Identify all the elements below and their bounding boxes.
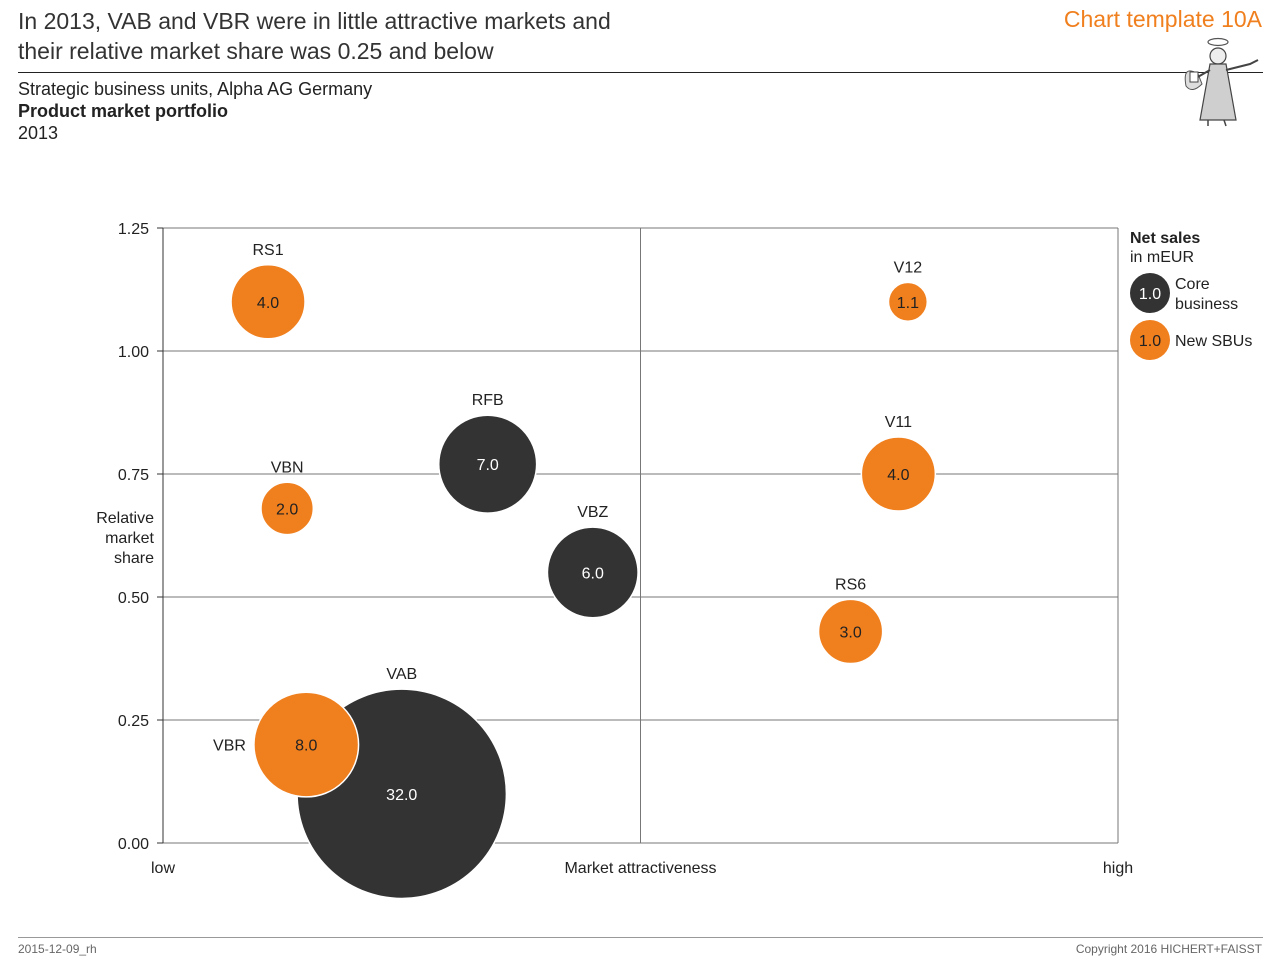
y-axis-label: market bbox=[105, 530, 154, 547]
bubble-value-vbz: 6.0 bbox=[582, 565, 604, 582]
y-tick-label: 1.00 bbox=[118, 344, 149, 361]
bubble-value-v12: 1.1 bbox=[897, 295, 919, 312]
headline-line-2: their relative market share was 0.25 and… bbox=[18, 38, 494, 64]
header-divider bbox=[18, 72, 1263, 73]
bubble-name-rfb: RFB bbox=[472, 392, 504, 409]
y-tick-label: 0.25 bbox=[118, 713, 149, 730]
bubble-value-vbr: 8.0 bbox=[295, 738, 317, 755]
chart-legend: Net sales in mEUR 1.0 Core business 1.0 New SB… bbox=[1130, 230, 1252, 360]
template-tag: Chart template 10A bbox=[1063, 6, 1262, 32]
y-tick-label: 0.50 bbox=[118, 590, 149, 607]
chart-headline: In 2013, VAB and VBR were in little attr… bbox=[18, 6, 718, 66]
footer-divider bbox=[18, 937, 1263, 938]
subtitle-entity: Strategic business units, Alpha AG Germa… bbox=[18, 79, 373, 99]
bubble-name-rs1: RS1 bbox=[252, 242, 283, 259]
subtitle-period: 2013 bbox=[18, 123, 59, 143]
bubble-rs6 bbox=[817, 598, 884, 665]
legend-sample-value: 1.0 bbox=[1139, 286, 1161, 303]
bubble-vbr bbox=[253, 691, 360, 798]
bubble-value-v11: 4.0 bbox=[887, 467, 909, 484]
y-tick-label: 0.75 bbox=[118, 467, 149, 484]
legend-sample-value: 1.0 bbox=[1139, 333, 1161, 350]
chart-grid bbox=[162, 227, 1119, 844]
legend-subtitle: in mEUR bbox=[1130, 249, 1194, 266]
headline-line-1: In 2013, VAB and VBR were in little attr… bbox=[18, 8, 611, 34]
footer-date-code: 2015-12-09_rh bbox=[18, 942, 97, 956]
y-axis-label: Relative bbox=[96, 510, 154, 527]
bubble-rs1 bbox=[230, 264, 306, 340]
bubble-name-vab: VAB bbox=[386, 666, 417, 683]
legend-label-new: New SBUs bbox=[1175, 333, 1252, 350]
bubble-value-vab: 32.0 bbox=[386, 787, 417, 804]
x-axis-label: Market attractiveness bbox=[564, 860, 716, 877]
y-tick-label: 1.25 bbox=[118, 221, 149, 238]
bubble-name-v11: V11 bbox=[885, 414, 912, 431]
subtitle-measure: Product market portfolio bbox=[18, 101, 229, 121]
angel-mascot-icon bbox=[1184, 37, 1259, 127]
bubble-name-v12: V12 bbox=[894, 259, 923, 276]
bubble-value-vbn: 2.0 bbox=[276, 501, 298, 518]
y-axis-label: share bbox=[114, 550, 154, 567]
bubble-v11 bbox=[860, 436, 937, 512]
legend-swatch-new bbox=[1130, 320, 1170, 360]
bubble-value-rfb: 7.0 bbox=[477, 457, 499, 474]
bubble-vbn bbox=[260, 481, 315, 536]
bubble-value-rs1: 4.0 bbox=[257, 295, 279, 312]
bubble-vbz bbox=[546, 526, 639, 619]
bubble-name-vbz: VBZ bbox=[577, 504, 608, 521]
x-tick-label-high: high bbox=[1103, 860, 1133, 877]
bubble-chart: 0.00 0.25 0.50 0.75 1.00 1.25 low high Market at… bbox=[96, 221, 1252, 900]
footer-copyright: Copyright 2016 HICHERT+FAISST bbox=[1075, 942, 1262, 956]
y-tick-label: 0.00 bbox=[118, 836, 149, 853]
legend-title: Net sales bbox=[1130, 230, 1200, 247]
bubble-name-vbr: VBR bbox=[213, 738, 246, 755]
bubble-name-vbn: VBN bbox=[271, 459, 304, 476]
bubble-value-rs6: 3.0 bbox=[839, 624, 861, 641]
x-tick-label-low: low bbox=[151, 860, 175, 877]
legend-label-core: business bbox=[1175, 296, 1238, 313]
legend-label-core: Core bbox=[1175, 276, 1210, 293]
bubble-layer: 32.0 VAB 8.0 VBR 7.0 RFB 6.0 VBZ 4.0 RS1 4.0 V11 3.0… bbox=[213, 242, 937, 900]
legend-swatch-core bbox=[1130, 273, 1170, 313]
chart-axes: 0.00 0.25 0.50 0.75 1.00 1.25 low high Market at… bbox=[96, 221, 1133, 877]
bubble-v12 bbox=[887, 281, 929, 322]
bubble-name-rs6: RS6 bbox=[835, 576, 866, 593]
bubble-rfb bbox=[438, 414, 538, 514]
chart-subtitle: Strategic business units, Alpha AG Germa… bbox=[18, 78, 372, 144]
